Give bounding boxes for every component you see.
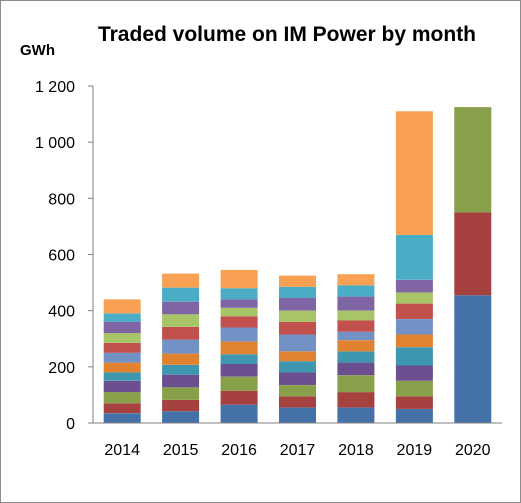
bar-2016-segment-1 [220, 404, 258, 423]
bar-2014-segment-11 [103, 313, 141, 322]
bar-2017-segment-8 [279, 321, 316, 335]
bar-2020-segment-2 [454, 212, 492, 296]
bar-2018-segment-11 [337, 285, 375, 297]
bar-2017-segment-2 [279, 396, 316, 408]
bar-2018-segment-8 [337, 320, 375, 332]
bar-2016-segment-2 [220, 390, 258, 405]
bar-2014-segment-7 [103, 352, 141, 363]
x-tick-label: 2014 [104, 442, 140, 459]
bar-2016-segment-7 [220, 327, 258, 342]
bar-2014-segment-10 [103, 321, 141, 334]
bar-2018-segment-3 [337, 375, 375, 393]
bar-2015-segment-12 [162, 273, 200, 288]
bar-2014-segment-5 [103, 372, 141, 381]
bar-2017-segment-3 [279, 385, 316, 397]
bar-2014-segment-9 [103, 333, 141, 343]
bar-2016-segment-12 [220, 269, 258, 289]
bar-2015-segment-9 [162, 314, 200, 327]
bar-2018-segment-2 [337, 392, 375, 408]
bar-2019-segment-3 [395, 380, 433, 397]
bar-2019-segment-6 [395, 334, 433, 348]
y-tick-label: 1 200 [35, 79, 75, 96]
x-tick-label: 2017 [280, 442, 316, 459]
bar-2016-segment-3 [220, 376, 258, 391]
bar-2018-segment-7 [337, 331, 375, 341]
bar-2014-segment-2 [103, 403, 141, 414]
bar-2015-segment-10 [162, 301, 200, 315]
bar-2017-segment-5 [279, 361, 316, 373]
bar-2017-segment-1 [279, 407, 316, 423]
bar-2018-segment-6 [337, 340, 375, 352]
bar-2020-segment-1 [454, 295, 492, 423]
bar-2015-segment-1 [162, 411, 200, 423]
chart-title: Traded volume on IM Power by month [98, 23, 476, 46]
bar-2017-segment-11 [279, 286, 316, 298]
bar-2015-segment-6 [162, 353, 200, 365]
bar-2014-segment-12 [103, 299, 141, 314]
bar-2019-segment-12 [395, 111, 433, 235]
bar-2018-segment-5 [337, 351, 375, 363]
bar-2017-segment-12 [279, 275, 316, 287]
bar-2015-segment-4 [162, 374, 200, 388]
bar-2017-segment-10 [279, 298, 316, 311]
bar-2018-segment-4 [337, 362, 375, 376]
bar-2018-segment-9 [337, 310, 375, 321]
bar-2017-segment-6 [279, 351, 316, 362]
bar-2014-segment-8 [103, 343, 141, 353]
bar-2016-segment-4 [220, 364, 258, 377]
bar-2015-segment-8 [162, 327, 200, 340]
bar-2014-segment-3 [103, 392, 141, 404]
bar-2017-segment-7 [279, 334, 316, 352]
bars-layer [103, 107, 492, 423]
bar-2015-segment-5 [162, 364, 200, 375]
bar-2019-segment-9 [395, 292, 433, 304]
bar-2016-segment-10 [220, 299, 258, 308]
bar-2016-segment-5 [220, 354, 258, 364]
bar-2019-segment-8 [395, 303, 433, 319]
bar-2017-segment-9 [279, 310, 316, 322]
y-tick-label: 1 000 [35, 135, 75, 152]
x-tick-label: 2019 [397, 442, 433, 459]
bar-2019-segment-2 [395, 396, 433, 409]
bar-2018-segment-12 [337, 274, 375, 286]
bar-2019-segment-5 [395, 347, 433, 366]
x-tick-label: 2015 [163, 442, 199, 459]
y-tick-label: 600 [48, 248, 75, 265]
y-tick-label: 0 [66, 416, 75, 433]
y-tick-label: 400 [48, 304, 75, 321]
bar-2018-segment-10 [337, 296, 375, 311]
bar-2020-segment-3 [454, 107, 492, 213]
axes-layer: 0 200 400 600 800 1 000 1 200 2014 2015 2016 2017 2… [35, 79, 502, 459]
bar-2016-segment-8 [220, 316, 258, 328]
bar-2019-segment-1 [395, 409, 433, 423]
bar-2016-segment-6 [220, 341, 258, 355]
y-axis-unit-label: GWh [20, 42, 55, 59]
y-tick-label: 800 [48, 191, 75, 208]
bar-2016-segment-11 [220, 288, 258, 300]
bar-2019-segment-4 [395, 365, 433, 381]
bar-2015-segment-2 [162, 400, 200, 412]
bar-2014-segment-6 [103, 362, 141, 373]
bar-2019-segment-10 [395, 279, 433, 293]
x-tick-label: 2016 [221, 442, 257, 459]
bar-2019-segment-7 [395, 319, 433, 335]
bar-2015-segment-3 [162, 387, 200, 400]
bar-2014-segment-1 [103, 413, 141, 423]
y-tick-label: 200 [48, 360, 75, 377]
bar-2015-segment-11 [162, 287, 200, 302]
bar-2014-segment-4 [103, 380, 141, 393]
x-tick-label: 2020 [455, 442, 491, 459]
bar-2018-segment-1 [337, 407, 375, 423]
bar-2019-segment-11 [395, 234, 433, 280]
x-tick-label: 2018 [338, 442, 374, 459]
bar-2017-segment-4 [279, 372, 316, 385]
bar-2016-segment-9 [220, 307, 258, 317]
bar-2015-segment-7 [162, 339, 200, 354]
